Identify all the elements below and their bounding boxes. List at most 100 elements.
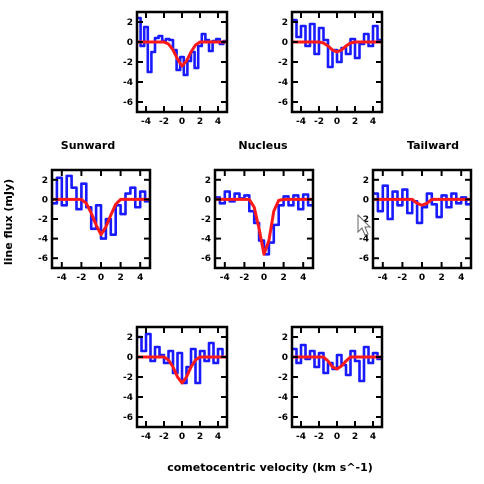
y-tick-label: -4 bbox=[123, 78, 133, 88]
y-tick-label: -4 bbox=[359, 235, 369, 245]
x-tick-label: -2 bbox=[76, 273, 86, 283]
panel-bottom-left: -4 -2 0 2 4 2 0 -2 -4 -6 bbox=[123, 325, 229, 442]
x-tick-label: 2 bbox=[197, 117, 203, 127]
label-sunward: Sunward bbox=[61, 139, 115, 152]
y-tick-label: -2 bbox=[359, 215, 369, 225]
y-tick-label: 2 bbox=[127, 18, 133, 28]
observed-spectrum bbox=[137, 16, 227, 77]
model-line bbox=[292, 40, 382, 54]
x-tick-label: 4 bbox=[137, 273, 143, 283]
x-tick-label: -4 bbox=[378, 273, 388, 283]
observed-spectrum bbox=[215, 190, 313, 256]
panels: -4 -2 0 2 420-2-4-6-4 -2 0 2 420-2-4-6-4 -2 0 2 420-… bbox=[38, 10, 473, 442]
y-tick-label: -2 bbox=[38, 215, 48, 225]
x-tick-label: -4 bbox=[141, 432, 151, 442]
x-tick-label: 0 bbox=[261, 273, 267, 283]
x-tick-label: -4 bbox=[141, 117, 151, 127]
y-tick-label: -6 bbox=[359, 254, 369, 264]
observed-spectrum bbox=[373, 184, 471, 225]
model-line bbox=[215, 197, 313, 256]
model-line bbox=[52, 197, 150, 237]
model-line bbox=[137, 355, 227, 385]
y-tick-label: -4 bbox=[278, 78, 288, 88]
x-tick-label: -2 bbox=[159, 432, 169, 442]
y-tick-label: -2 bbox=[278, 58, 288, 68]
y-tick-label: 2 bbox=[282, 18, 288, 28]
x-tick-label: -2 bbox=[159, 117, 169, 127]
axes-frame bbox=[290, 325, 384, 429]
y-tick-label: 0 bbox=[205, 195, 211, 205]
y-tick-label: 0 bbox=[363, 195, 369, 205]
y-tick-label: 0 bbox=[282, 38, 288, 48]
y-tick-label: 0 bbox=[282, 353, 288, 363]
y-tick-label: -6 bbox=[123, 413, 133, 423]
x-tick-label: 0 bbox=[334, 117, 340, 127]
x-tick-label: 2 bbox=[280, 273, 286, 283]
x-axis-label: cometocentric velocity (km s^-1) bbox=[167, 461, 373, 474]
x-tick-label: -4 bbox=[296, 117, 306, 127]
x-tick-label: -2 bbox=[397, 273, 407, 283]
label-tailward: Tailward bbox=[407, 139, 459, 152]
x-tick-label: 4 bbox=[215, 117, 221, 127]
y-tick-label: 0 bbox=[127, 38, 133, 48]
x-tick-label: 4 bbox=[215, 432, 221, 442]
x-tick-label: 0 bbox=[179, 117, 185, 127]
x-tick-label: -4 bbox=[57, 273, 67, 283]
y-tick-label: -6 bbox=[201, 254, 211, 264]
observed-spectrum bbox=[292, 18, 382, 69]
observed-spectrum bbox=[137, 332, 227, 385]
panel-middle-left: -4 -2 0 2 4 2 0 -2 -4 -6 bbox=[38, 168, 152, 283]
model-line bbox=[137, 40, 227, 68]
panel-middle-right: -4 -2 0 2 4 2 0 -2 -4 -6 bbox=[359, 168, 473, 283]
x-tick-label: -2 bbox=[239, 273, 249, 283]
y-tick-label: -2 bbox=[278, 373, 288, 383]
panel-bottom-right: -4 -2 0 2 4 2 0 -2 -4 -6 bbox=[278, 325, 384, 442]
panel-top-left: -4 -2 0 2 4 2 0 -2 -4 -6 bbox=[123, 10, 229, 127]
y-tick-label: -6 bbox=[278, 98, 288, 108]
x-tick-label: 4 bbox=[458, 273, 464, 283]
label-nucleus: Nucleus bbox=[238, 139, 288, 152]
y-tick-label: -2 bbox=[201, 215, 211, 225]
x-tick-label: 0 bbox=[334, 432, 340, 442]
x-tick-label: 2 bbox=[117, 273, 123, 283]
model-line bbox=[292, 355, 382, 371]
x-tick-label: -2 bbox=[314, 432, 324, 442]
x-tick-label: 0 bbox=[179, 432, 185, 442]
x-tick-label: 0 bbox=[419, 273, 425, 283]
x-tick-label: 2 bbox=[438, 273, 444, 283]
y-tick-label: -4 bbox=[278, 393, 288, 403]
y-tick-label: 2 bbox=[282, 333, 288, 343]
x-tick-label: -4 bbox=[296, 432, 306, 442]
y-tick-label: -6 bbox=[278, 413, 288, 423]
x-tick-label: 4 bbox=[300, 273, 306, 283]
observed-spectrum bbox=[292, 343, 382, 383]
y-tick-label: 2 bbox=[42, 176, 48, 186]
x-tick-label: -4 bbox=[220, 273, 230, 283]
panel-middle-center: -4 -2 0 2 4 2 0 -2 -4 -6 bbox=[201, 168, 315, 283]
x-tick-label: 2 bbox=[197, 432, 203, 442]
y-tick-label: -2 bbox=[123, 373, 133, 383]
model-line bbox=[373, 197, 471, 207]
x-tick-label: 4 bbox=[370, 432, 376, 442]
observed-spectrum bbox=[52, 174, 150, 240]
x-tick-label: 2 bbox=[352, 117, 358, 127]
y-tick-label: -6 bbox=[123, 98, 133, 108]
mouse-cursor-icon bbox=[357, 213, 372, 236]
x-tick-label: 2 bbox=[352, 432, 358, 442]
y-tick-label: -6 bbox=[38, 254, 48, 264]
y-tick-label: 0 bbox=[127, 353, 133, 363]
y-tick-label: -4 bbox=[38, 235, 48, 245]
y-axis-label: line flux (mJy) bbox=[2, 179, 15, 265]
x-tick-label: -2 bbox=[314, 117, 324, 127]
y-tick-label: -4 bbox=[123, 393, 133, 403]
y-tick-label: 2 bbox=[363, 176, 369, 186]
y-tick-label: -4 bbox=[201, 235, 211, 245]
x-tick-label: 4 bbox=[370, 117, 376, 127]
y-tick-label: 0 bbox=[42, 195, 48, 205]
y-tick-label: 2 bbox=[205, 176, 211, 186]
y-tick-label: -2 bbox=[123, 58, 133, 68]
panel-top-right: -4 -2 0 2 4 2 0 -2 -4 -6 bbox=[278, 10, 384, 127]
x-tick-label: 0 bbox=[98, 273, 104, 283]
y-tick-label: 2 bbox=[127, 333, 133, 343]
